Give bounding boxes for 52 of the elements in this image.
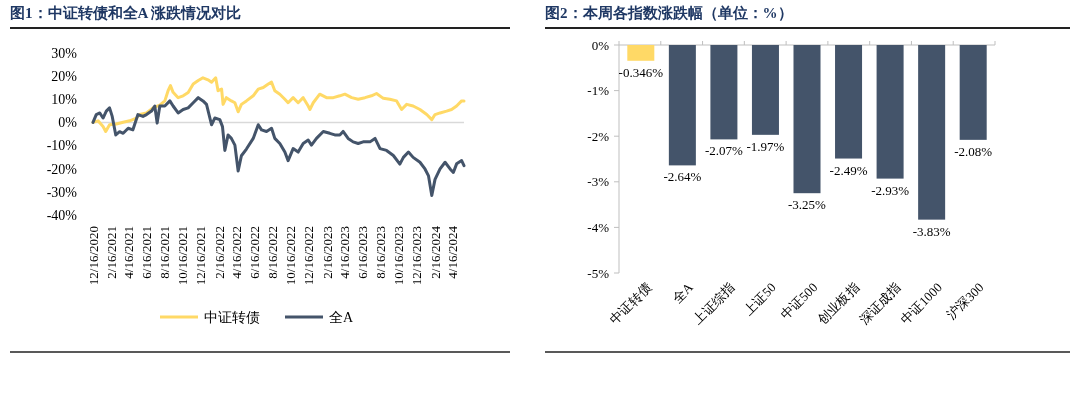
data-label: -2.07% — [704, 143, 744, 159]
y-tick-label: -30% — [46, 184, 78, 200]
y-tick-label: -1% — [587, 83, 610, 99]
data-label: -2.08% — [954, 143, 993, 159]
data-label: -2.49% — [829, 162, 868, 178]
y-tick-label: 30% — [51, 45, 78, 61]
x-tick-label: 4/16/2022 — [229, 226, 245, 279]
y-tick-label: 10% — [51, 92, 78, 108]
data-label: -2.64% — [663, 169, 702, 185]
x-tick-label: 2/16/2023 — [319, 226, 335, 279]
y-tick-label: -20% — [46, 161, 78, 177]
y-tick-label: -5% — [587, 265, 610, 281]
x-tick-label: 6/16/2021 — [139, 226, 155, 279]
data-label: -3.83% — [912, 223, 951, 239]
x-tick-label: 10/16/2023 — [391, 226, 407, 286]
y-tick-label: 20% — [51, 69, 78, 85]
x-tick-label: 8/16/2022 — [265, 226, 281, 279]
x-tick-label: 4/16/2024 — [445, 225, 461, 279]
x-tick-label: 12/16/2021 — [193, 226, 209, 286]
x-tick-label: 全A — [669, 279, 697, 307]
y-tick-label: -2% — [587, 128, 610, 144]
x-tick-label: 上证50 — [740, 279, 779, 318]
x-tick-label: 12/16/2022 — [301, 226, 317, 286]
chart-title: 图1：中证转债和全A 涨跌情况对比 — [10, 5, 242, 21]
y-tick-label: -4% — [587, 219, 610, 235]
x-tick-label: 8/16/2023 — [373, 226, 389, 279]
data-label: -1.97% — [746, 138, 785, 154]
y-tick-label: -40% — [46, 207, 78, 223]
x-tick-label: 10/16/2022 — [283, 226, 299, 286]
x-tick-label: 中证转债 — [606, 279, 655, 328]
data-label: -2.93% — [871, 182, 910, 198]
x-tick-label: 12/16/2023 — [409, 226, 425, 286]
line-series — [91, 76, 466, 133]
data-label: -3.25% — [788, 197, 827, 213]
data-label: -0.346% — [618, 64, 664, 80]
x-tick-label: 4/16/2021 — [121, 226, 137, 279]
x-tick-label: 6/16/2022 — [247, 226, 263, 279]
y-tick-label: -3% — [587, 174, 610, 190]
chart-title: 图2：本周各指数涨跌幅（单位：%） — [545, 5, 793, 21]
x-tick-label: 沪深300 — [943, 279, 987, 323]
x-tick-label: 2/16/2024 — [427, 225, 443, 279]
y-tick-label: -10% — [46, 138, 78, 154]
x-tick-label: 4/16/2023 — [337, 226, 353, 279]
y-tick-label: 0% — [58, 115, 78, 131]
x-tick-label: 2/16/2021 — [103, 226, 119, 279]
line-series — [91, 96, 466, 198]
x-tick-label: 8/16/2021 — [157, 226, 173, 279]
x-tick-label: 10/16/2021 — [175, 226, 191, 286]
x-tick-label: 12/16/2020 — [85, 226, 101, 286]
y-tick-label: 0% — [591, 37, 610, 53]
x-tick-label: 2/16/2022 — [211, 226, 227, 279]
x-tick-label: 6/16/2023 — [355, 226, 371, 279]
